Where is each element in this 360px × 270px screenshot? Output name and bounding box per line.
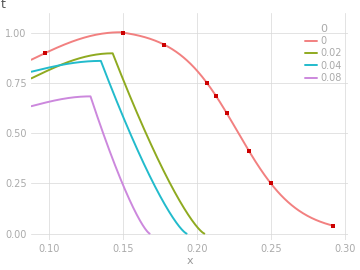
0 [118,31,122,34]
0 [224,111,228,114]
0.02 [184,211,189,214]
0.04 [184,232,189,235]
0.04 [29,70,33,73]
Legend: 0, 0.02, 0.04, 0.08: 0, 0.02, 0.04, 0.08 [304,23,343,84]
0.02 [181,206,186,209]
0.08 [29,104,33,108]
Line: 0.04: 0.04 [31,61,186,234]
X-axis label: x: x [186,256,193,266]
0.08 [126,196,131,200]
0.08 [134,212,138,215]
0 [261,171,265,175]
0.08 [77,95,82,98]
0.04 [154,187,158,190]
0 [282,197,287,200]
0 [255,163,260,166]
0.08 [148,232,152,235]
Line: 0: 0 [31,32,333,226]
0.04 [156,191,161,195]
0.04 [86,60,90,63]
0.02 [95,53,100,56]
0.04 [99,59,103,63]
0.08 [128,200,132,203]
0.02 [170,185,174,188]
Line: 0.02: 0.02 [31,53,204,234]
0.04 [168,211,172,215]
0.08 [118,176,122,179]
0.02 [29,77,33,80]
0 [102,32,106,35]
0.02 [172,190,176,193]
0.04 [141,161,146,165]
0 [289,204,294,207]
0.04 [165,207,169,210]
Line: 0.08: 0.08 [31,96,150,234]
0.08 [136,216,140,219]
0 [331,224,335,227]
Y-axis label: t: t [1,0,6,11]
0.08 [88,95,93,98]
0.02 [156,158,161,162]
0.02 [202,232,207,235]
0 [29,58,33,61]
0.02 [111,52,115,55]
